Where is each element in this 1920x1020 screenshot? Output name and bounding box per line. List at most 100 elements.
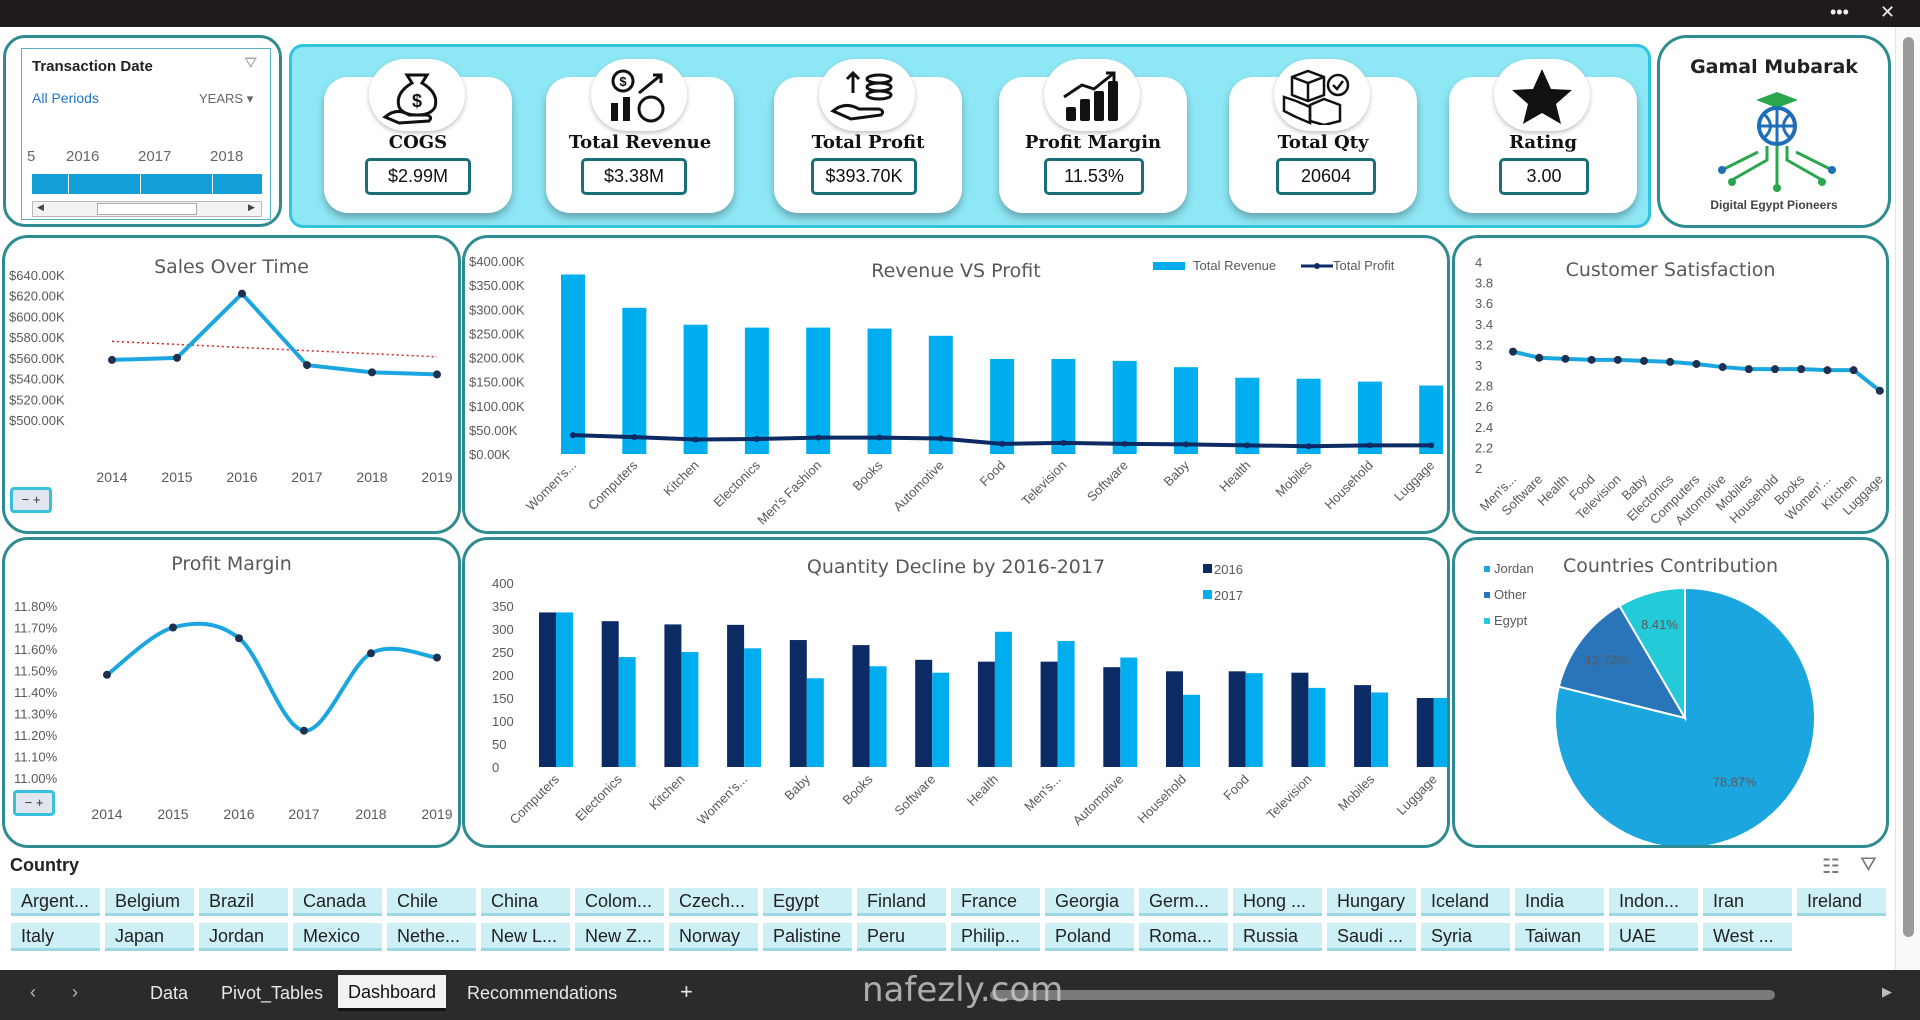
x-tick-label: 2018: [355, 806, 386, 822]
scroll-right-icon[interactable]: ▶: [248, 202, 255, 212]
country-chip[interactable]: China: [481, 888, 570, 916]
next-sheet-icon[interactable]: ›: [72, 982, 78, 1002]
country-chip[interactable]: Peru: [857, 923, 946, 951]
revenue-bar: [1112, 360, 1137, 454]
country-chip[interactable]: Syria: [1421, 923, 1510, 951]
quantity-decline-chart[interactable]: 0 50 100 150 200 250 300 350 400 2016 2017 Computer…: [465, 540, 1447, 845]
tab-pivot-tables[interactable]: Pivot_Tables: [221, 983, 324, 1003]
country-chip[interactable]: Palistine: [763, 923, 852, 951]
country-chip[interactable]: Jordan: [199, 923, 288, 951]
zoom-in-button[interactable]: +: [35, 795, 44, 810]
country-chip[interactable]: Egypt: [763, 888, 852, 916]
clear-filter-icon[interactable]: ⛛: [244, 55, 258, 72]
clear-filter-icon[interactable]: ⛛: [1860, 854, 1877, 876]
country-chip[interactable]: Canada: [293, 888, 382, 916]
country-chip[interactable]: UAE: [1609, 923, 1698, 951]
country-chip[interactable]: Roma...: [1139, 923, 1228, 951]
country-chip[interactable]: Mexico: [293, 923, 382, 951]
x-tick-label: Computers: [585, 457, 641, 513]
revenue-bar: [867, 328, 892, 454]
country-chip[interactable]: Belgium: [105, 888, 194, 916]
x-tick-label: Baby: [781, 771, 813, 803]
country-chip[interactable]: West ...: [1703, 923, 1792, 951]
revenue-bar: [806, 327, 831, 454]
country-chip[interactable]: Iceland: [1421, 888, 1510, 916]
tab-recommendations[interactable]: Recommendations: [467, 983, 618, 1003]
country-chip[interactable]: Colom...: [575, 888, 664, 916]
y-tick-label: 11.80%: [14, 599, 58, 614]
bar-2016: [664, 624, 682, 767]
country-chip[interactable]: Finland: [857, 888, 946, 916]
country-chip[interactable]: Japan: [105, 923, 194, 951]
zoom-buttons[interactable]: − +: [13, 790, 55, 816]
slicer-year: 2018: [210, 148, 244, 165]
money-bag-icon: $: [369, 59, 465, 131]
country-chip[interactable]: France: [951, 888, 1040, 916]
time-level-dropdown[interactable]: YEARS ▾: [199, 91, 253, 107]
country-chip[interactable]: Germ...: [1139, 888, 1228, 916]
country-chip[interactable]: Nethe...: [387, 923, 476, 951]
bar-2017: [1308, 687, 1326, 767]
previous-sheet-icon[interactable]: ‹: [30, 982, 36, 1002]
country-chip[interactable]: Iran: [1703, 888, 1792, 916]
profit-margin-chart[interactable]: 11.00% 11.10% 11.20% 11.30% 11.40% 11.50% 11.6…: [5, 540, 458, 845]
zoom-out-button[interactable]: −: [21, 492, 30, 507]
more-options-icon[interactable]: •••: [1830, 2, 1849, 22]
x-tick-label: Books: [839, 771, 876, 808]
country-chip[interactable]: Georgia: [1045, 888, 1134, 916]
country-chip[interactable]: Norway: [669, 923, 758, 951]
zoom-out-button[interactable]: −: [24, 795, 33, 810]
digital-egypt-pioneers-logo: [1718, 92, 1836, 192]
scroll-right-icon[interactable]: ▶: [1882, 984, 1892, 999]
country-chip[interactable]: Italy: [11, 923, 100, 951]
y-tick-label: 150: [492, 691, 514, 706]
chart-title: Customer Satisfaction: [1565, 259, 1776, 281]
bar-2017: [1057, 640, 1075, 767]
add-sheet-button[interactable]: +: [680, 979, 693, 1004]
y-tick-label: $100.00K: [469, 399, 525, 414]
multi-select-icon[interactable]: ☷: [1822, 856, 1840, 878]
bar-2017: [869, 666, 887, 767]
x-tick-label: Software: [891, 772, 938, 819]
country-chip[interactable]: Brazil: [199, 888, 288, 916]
country-chip[interactable]: Saudi ...: [1327, 923, 1416, 951]
vertical-scrollbar-thumb[interactable]: [1903, 37, 1914, 937]
zoom-in-button[interactable]: +: [32, 492, 41, 507]
revenue-vs-profit-chart[interactable]: $0.00K $50.00K $100.00K $150.00K $200.00K $25…: [465, 238, 1447, 531]
timeline-slicer[interactable]: Transaction Date ⛛ All Periods YEARS ▾ 5…: [21, 48, 271, 220]
customer-satisfaction-chart[interactable]: 22.22.42.62.833.23.43.63.84Men's...Softw…: [1455, 238, 1886, 531]
profit-point: [937, 435, 944, 442]
tab-dashboard[interactable]: Dashboard: [338, 975, 447, 1011]
tab-data[interactable]: Data: [150, 983, 189, 1003]
horizontal-scrollbar[interactable]: [990, 990, 1775, 1000]
country-chip[interactable]: Russia: [1233, 923, 1322, 951]
country-chip[interactable]: Indon...: [1609, 888, 1698, 916]
timeline-selection-bar[interactable]: [32, 174, 262, 194]
country-chip[interactable]: Poland: [1045, 923, 1134, 951]
country-chip[interactable]: Chile: [387, 888, 476, 916]
timeline-scroll-thumb[interactable]: [97, 203, 197, 215]
timeline-scrollbar[interactable]: ◀ ▶: [32, 201, 262, 217]
country-chip[interactable]: Ireland: [1797, 888, 1886, 916]
data-point: [1692, 359, 1701, 368]
x-tick-label: 2016: [223, 806, 254, 822]
country-chip[interactable]: Hong ...: [1233, 888, 1322, 916]
country-chip[interactable]: Philip...: [951, 923, 1040, 951]
bar-2017: [556, 612, 573, 767]
profit-point: [1366, 442, 1373, 449]
country-chip[interactable]: New Z...: [575, 923, 664, 951]
country-chip[interactable]: Czech...: [669, 888, 758, 916]
profit-point: [1428, 442, 1435, 449]
countries-contribution-chart[interactable]: 78.87% 12.72% 8.41% Jordan Other Egypt: [1455, 540, 1886, 845]
vertical-scrollbar[interactable]: [1895, 27, 1920, 970]
sales-over-time-chart[interactable]: $500.00K $520.00K $540.00K $560.00K $580.00K…: [5, 238, 458, 531]
country-chip[interactable]: India: [1515, 888, 1604, 916]
scroll-left-icon[interactable]: ◀: [37, 202, 44, 212]
country-chip[interactable]: Taiwan: [1515, 923, 1604, 951]
close-icon[interactable]: ✕: [1880, 2, 1896, 22]
country-chip[interactable]: Argent...: [11, 888, 100, 916]
zoom-buttons[interactable]: − +: [10, 487, 52, 513]
country-chip[interactable]: Hungary: [1327, 888, 1416, 916]
country-chip[interactable]: New L...: [481, 923, 570, 951]
x-tick-label: Mobiles: [1272, 457, 1315, 500]
